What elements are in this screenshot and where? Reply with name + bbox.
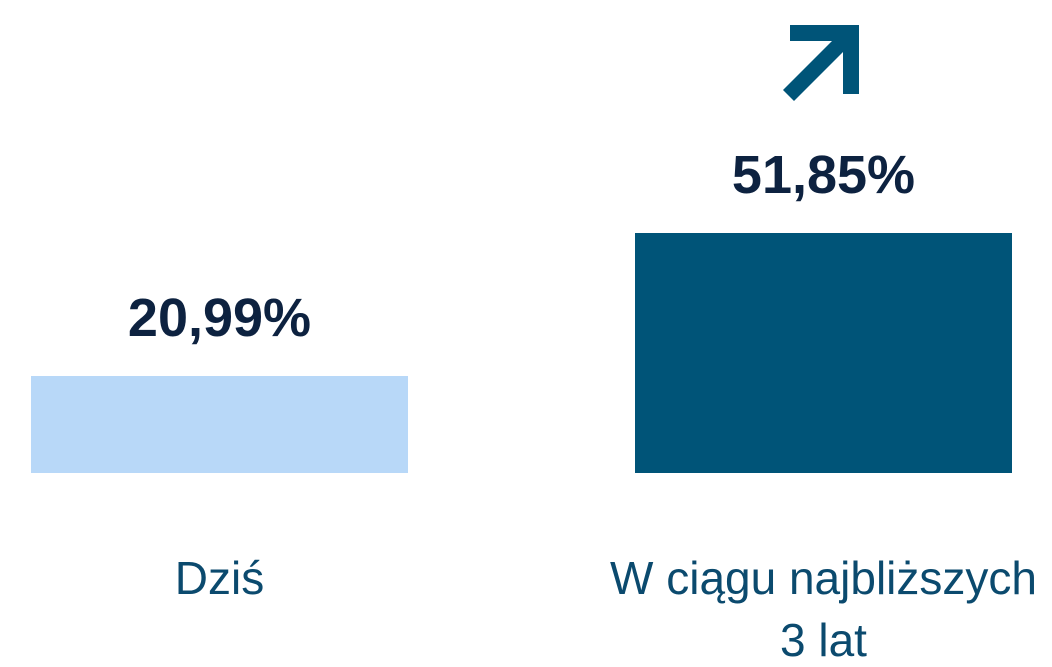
bar (31, 375, 408, 473)
bar (635, 233, 1012, 473)
value-label: 51,85% (731, 145, 916, 205)
category-label: Dziś (174, 552, 265, 604)
category-label: W ciągu najbliższych 3 lat (610, 552, 1037, 666)
trend-arrow (783, 25, 859, 101)
value-label: 20,99% (127, 287, 312, 348)
